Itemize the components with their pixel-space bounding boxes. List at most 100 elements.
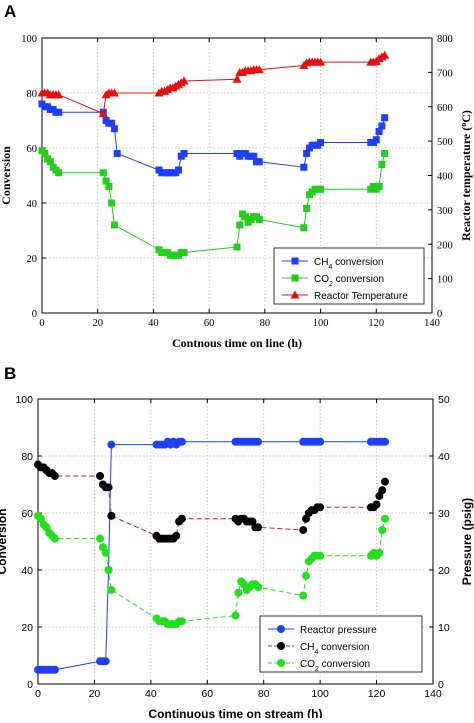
chart-b-legend-marker <box>277 659 285 667</box>
chart-b-y-tick-label: 40 <box>21 565 33 577</box>
chart-a-data-point <box>113 150 121 157</box>
chart-b-y-tick-label: 100 <box>15 394 33 406</box>
chart-b-y2-tick-label: 10 <box>438 622 450 634</box>
chart-b-x-tick-label: 120 <box>368 688 386 700</box>
chart-b-data-point <box>302 571 311 580</box>
chart-b-data-point <box>231 611 240 620</box>
chart-b-data-point <box>316 551 325 560</box>
chart-b-data-point <box>177 437 186 446</box>
chart-b-data-point <box>372 500 381 509</box>
chart-a-y-axis-title: Conversion <box>0 146 13 205</box>
chart-a-data-point <box>378 122 386 130</box>
chart-a-legend-marker <box>290 290 300 299</box>
chart-b-data-point <box>254 437 263 446</box>
chart-a-y-tick-label: 80 <box>27 89 38 100</box>
chart-b-data-point <box>177 514 186 523</box>
chart-b-data-point <box>50 665 59 674</box>
chart-b-data-point <box>316 503 325 512</box>
chart-b-data-point <box>104 566 113 574</box>
chart-b-plot-frame <box>37 398 434 685</box>
chart-b-data-point <box>381 514 390 523</box>
chart-a-data-point <box>175 166 182 174</box>
chart-a-data-point <box>255 216 263 223</box>
chart-a-y-tick-label: 40 <box>27 199 38 210</box>
chart-a-x-tick-label: 40 <box>148 318 159 329</box>
chart-b-series-1 <box>34 460 390 543</box>
chart-b-data-point <box>107 511 116 520</box>
chart-b-data-point <box>101 657 110 666</box>
chart-b-y2-tick-label: 50 <box>438 394 450 406</box>
chart-b-y-tick-label: 20 <box>21 622 33 634</box>
chart-b-data-point <box>254 583 263 592</box>
chart-a-data-point <box>317 185 325 193</box>
chart-b-y-tick-label: 80 <box>21 451 33 463</box>
chart-b-legend-marker <box>277 642 285 650</box>
chart-b-legend-label: CO2 conversion <box>300 659 370 673</box>
chart-a-data-point <box>241 213 249 221</box>
chart-a-data-point <box>110 125 118 133</box>
chart-b-data-point <box>299 526 308 535</box>
chart-b-y2-tick-label: 0 <box>438 679 444 691</box>
chart-a-data-point <box>300 163 308 171</box>
chart-b-y2-tick-label: 20 <box>438 565 450 577</box>
chart-a-y2-tick-label: 200 <box>437 240 453 251</box>
chart-b-y-axis-title: Conversion <box>0 508 9 574</box>
chart-a-x-tick-label: 120 <box>368 318 384 329</box>
chart-a-y2-tick-label: 800 <box>437 34 453 45</box>
chart-a-data-point <box>317 139 325 146</box>
chart-a-x-tick-label: 60 <box>204 318 215 329</box>
chart-b-data-point <box>172 531 181 540</box>
chart-a-data-point <box>41 150 49 157</box>
chart-b-data-point <box>50 471 59 480</box>
chart-a-legend-label: CH4 conversion <box>314 257 384 271</box>
chart-b-legend: Reactor pressure CH4 conversion CO2 conver… <box>259 615 423 673</box>
chart-b-data-point <box>378 486 387 495</box>
chart-a-data-point <box>105 183 113 190</box>
chart-b-x-tick-label: 20 <box>89 688 101 700</box>
chart-a-legend-marker <box>291 274 299 282</box>
chart-b-y-tick-label: 60 <box>21 508 33 520</box>
chart-a-y-tick-label: 100 <box>21 34 37 45</box>
chart-a-x-tick-label: 80 <box>260 318 271 329</box>
chart-a-data-point <box>108 199 116 207</box>
chart-b-data-point <box>375 548 384 557</box>
chart-a-y2-tick-label: 600 <box>437 103 453 114</box>
chart-b-series-0 <box>34 437 390 674</box>
chart-a-legend-marker <box>291 257 299 265</box>
chart-b-data-point <box>107 440 116 449</box>
chart-a-data-point <box>108 119 116 127</box>
chart-a-y-tick-label: 0 <box>32 309 37 320</box>
chart-a-data-point <box>102 177 110 185</box>
chart-a-data-point <box>300 224 308 232</box>
chart-a-series-line <box>41 103 386 174</box>
chart-a-series-line <box>42 54 385 115</box>
chart-a-data-point <box>250 152 258 160</box>
chart-panel-b: B 0 20 40 60 80 100 120 140 0 20 40 60 80 100 0 10 20 30 40… <box>0 359 474 721</box>
chart-b-x-tick-label: 140 <box>424 688 442 700</box>
chart-a-y2-tick-label: 300 <box>437 206 453 217</box>
chart-a-x-tick-label: 0 <box>39 318 44 329</box>
chart-a-y-tick-label: 20 <box>27 254 38 265</box>
chart-b-y2-tick-label: 40 <box>438 451 450 463</box>
chart-a-data-point <box>375 128 383 135</box>
chart-b-y2-axis-title: Pressure (psig) <box>460 498 474 585</box>
chart-b-data-point <box>299 591 308 600</box>
chart-a-data-point <box>55 108 63 116</box>
chart-b-x-tick-label: 80 <box>258 688 270 700</box>
chart-b-svg: B0 20 40 60 80 100 120 140020406080100010203040… <box>0 364 474 721</box>
chart-b-data-point <box>107 585 116 594</box>
chart-a-data-point <box>99 169 107 177</box>
chart-a-data-point <box>381 114 389 122</box>
chart-a-y2-tick-label: 500 <box>437 137 453 148</box>
chart-a-data-point <box>381 150 389 157</box>
chart-b-data-point <box>177 617 186 626</box>
chart-a-y2-tick-label: 100 <box>437 275 453 286</box>
chart-b-data-point <box>381 477 390 486</box>
chart-a-y2-tick-label: 0 <box>437 309 442 320</box>
chart-b-data-point <box>101 548 110 557</box>
chart-a-y2-tick-label: 400 <box>437 172 453 183</box>
chart-a-data-point <box>179 76 189 85</box>
chart-a-data-point <box>254 65 264 74</box>
chart-a-series-0 <box>38 100 389 177</box>
chart-a-series-2 <box>37 50 390 118</box>
